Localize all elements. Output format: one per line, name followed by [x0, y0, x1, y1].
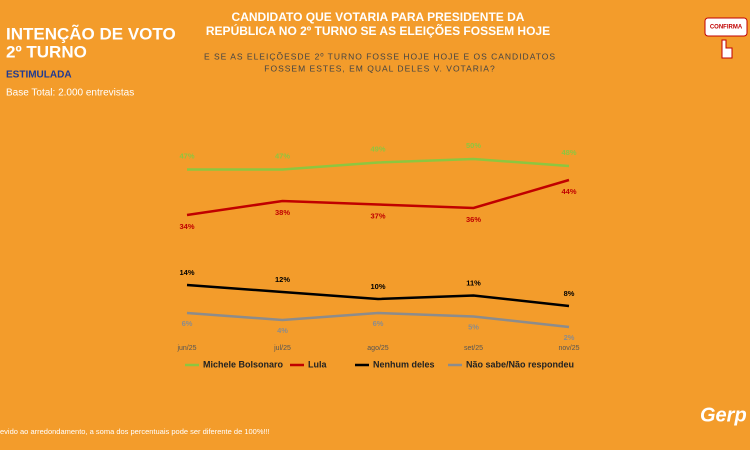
data-label: 47%: [179, 151, 194, 160]
heading-line: CANDIDATO QUE VOTARIA PARA PRESIDENTE DA: [232, 10, 525, 24]
heading-line: REPÚBLICA NO 2º TURNO SE AS ELEIÇÕES FOS…: [206, 23, 550, 38]
data-label: 6%: [182, 319, 193, 328]
button-label[interactable]: CONFIRMA: [710, 25, 743, 31]
x-tick-label: set/25: [464, 345, 483, 352]
series-line: [187, 157, 570, 171]
confirm-button[interactable]: CONFIRMA: [704, 17, 748, 59]
data-label: 11%: [466, 278, 481, 287]
legend-label: Lula: [308, 359, 327, 369]
data-label: 34%: [179, 222, 194, 231]
series-line: [186, 283, 570, 308]
data-label: 12%: [275, 275, 290, 284]
data-label: 4%: [277, 326, 288, 335]
data-label: 37%: [370, 211, 385, 220]
data-label: 10%: [370, 282, 385, 291]
data-label: 2%: [564, 333, 575, 342]
x-tick-label: nov/25: [558, 345, 579, 352]
subtitle: ESTIMULADA: [6, 70, 72, 81]
logo: Gerp: [700, 404, 747, 426]
button-box[interactable]: [704, 17, 748, 37]
data-label: 50%: [466, 141, 481, 150]
base-note: Base Total: 2.000 entrevistas: [6, 88, 134, 99]
title-line: 2º TURNO: [6, 42, 87, 61]
series-line: [186, 311, 570, 329]
data-label: 36%: [466, 215, 481, 224]
data-label: 14%: [179, 268, 194, 277]
data-label: 49%: [370, 144, 385, 153]
data-label: 44%: [561, 187, 576, 196]
legend-label: Nenhum deles: [373, 359, 435, 369]
x-tick-label: jul/25: [273, 345, 291, 352]
data-label: 5%: [468, 322, 479, 331]
data-label: 38%: [275, 208, 290, 217]
series-line: [186, 178, 570, 217]
data-label: 47%: [275, 151, 290, 160]
x-tick-label: jun/25: [176, 345, 196, 352]
legend-label: Michele Bolsonaro: [203, 359, 284, 369]
data-label: 8%: [564, 289, 575, 298]
footnote: evido ao arredondamento, a soma dos perc…: [0, 427, 270, 436]
x-tick-label: ago/25: [367, 345, 389, 352]
data-label: 48%: [561, 148, 576, 157]
title-line: INTENÇÃO DE VOTO: [6, 23, 176, 43]
hand-icon: [721, 39, 733, 59]
question-line: E SE AS ELEIÇÕESDE 2º TURNO FOSSE HOJE H…: [204, 51, 556, 61]
data-label: 6%: [373, 319, 384, 328]
question-line: FOSSEM ESTES, EM QUAL DELES V. VOTARIA?: [264, 63, 495, 73]
legend-label: Não sabe/Não respondeu: [466, 359, 574, 369]
